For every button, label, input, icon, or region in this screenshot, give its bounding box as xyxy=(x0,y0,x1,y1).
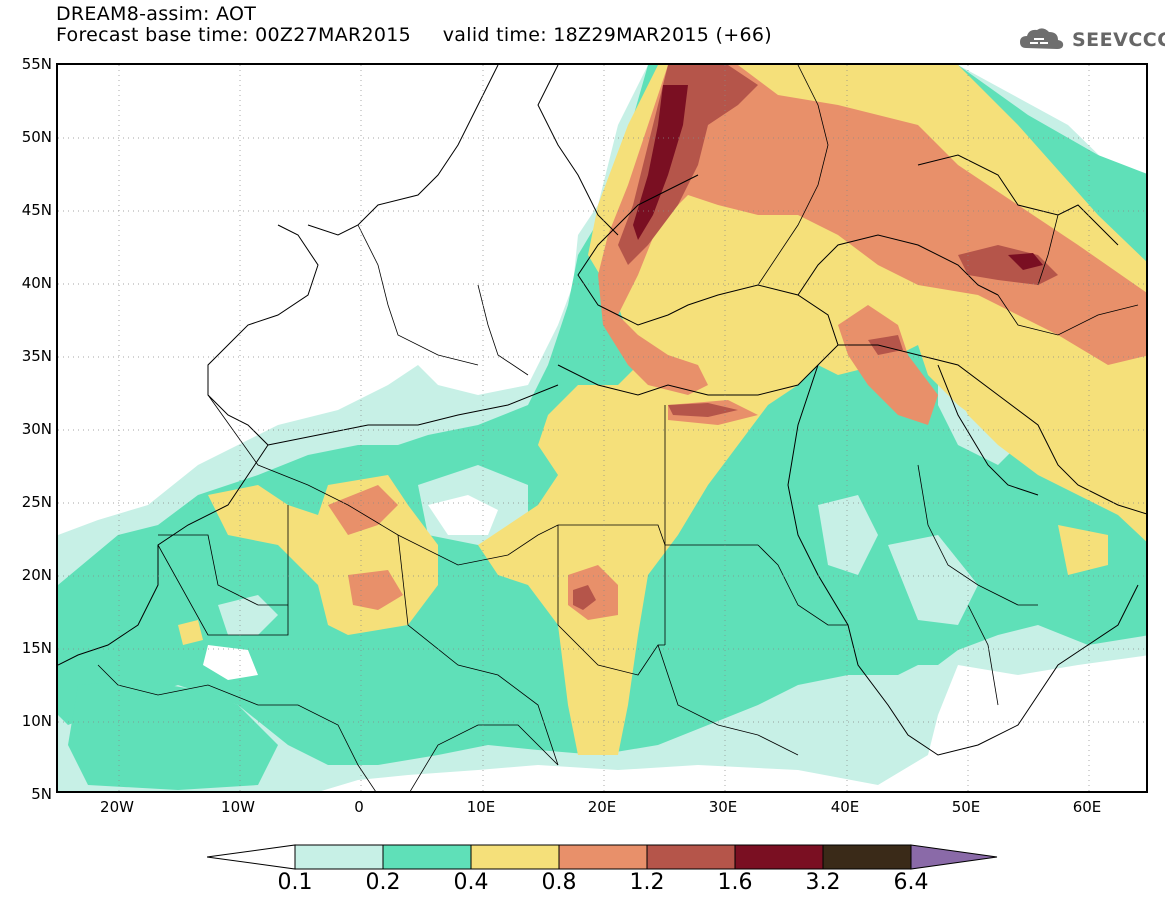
colorbar-segment xyxy=(294,844,384,870)
country-borders xyxy=(97,65,1139,791)
colorbar-label: 6.4 xyxy=(893,870,929,895)
colorbar-segment xyxy=(382,844,472,870)
graticule xyxy=(58,65,1146,791)
cloud-logo-icon xyxy=(1020,28,1064,49)
colorbar-label: 0.1 xyxy=(277,870,313,895)
lat-label: 30N xyxy=(21,420,52,438)
colorbar-label: 0.4 xyxy=(453,870,489,895)
lon-label: 20E xyxy=(587,798,617,816)
aot-white-areas xyxy=(203,495,498,680)
logo-text: SEEVCCC xyxy=(1072,29,1165,51)
lat-label: 40N xyxy=(21,274,52,292)
lon-label: 60E xyxy=(1072,798,1102,816)
lat-label: 25N xyxy=(21,493,52,511)
colorbar-label: 3.2 xyxy=(805,870,841,895)
map-title: DREAM8-assim: AOT xyxy=(56,3,257,25)
colorbar-label: 0.8 xyxy=(541,870,577,895)
lat-label: 15N xyxy=(21,639,52,657)
lat-label: 20N xyxy=(21,566,52,584)
aot-colorbar xyxy=(207,844,998,870)
lon-label: 40E xyxy=(830,798,860,816)
aot-band-1.6 xyxy=(633,85,1043,270)
colorbar-label: 1.6 xyxy=(717,870,753,895)
coastlines xyxy=(58,65,1146,756)
colorbar-segment xyxy=(558,844,648,870)
lon-label: 10E xyxy=(466,798,496,816)
colorbar-segment xyxy=(734,844,824,870)
colorbar-segment xyxy=(470,844,560,870)
lon-label: 0 xyxy=(354,798,364,816)
aot-map xyxy=(58,65,1146,791)
map-panel xyxy=(56,63,1148,793)
colorbar-label: 1.2 xyxy=(629,870,665,895)
colorbar-segment xyxy=(822,844,912,870)
lat-label: 50N xyxy=(21,128,52,146)
colorbar-under-triangle xyxy=(207,844,296,870)
forecast-time-line: Forecast base time: 00Z27MAR2015 valid t… xyxy=(56,24,772,46)
lon-label: 10W xyxy=(221,798,255,816)
lat-label: 5N xyxy=(31,785,52,803)
lon-label: 20W xyxy=(100,798,134,816)
lat-label: 55N xyxy=(21,55,52,73)
lon-label: 30E xyxy=(708,798,738,816)
colorbar-over-triangle xyxy=(910,844,998,870)
colorbar-label: 0.2 xyxy=(365,870,401,895)
lat-label: 45N xyxy=(21,201,52,219)
lon-label: 50E xyxy=(951,798,981,816)
colorbar-segment xyxy=(646,844,736,870)
lat-label: 10N xyxy=(21,712,52,730)
lat-label: 35N xyxy=(21,347,52,365)
